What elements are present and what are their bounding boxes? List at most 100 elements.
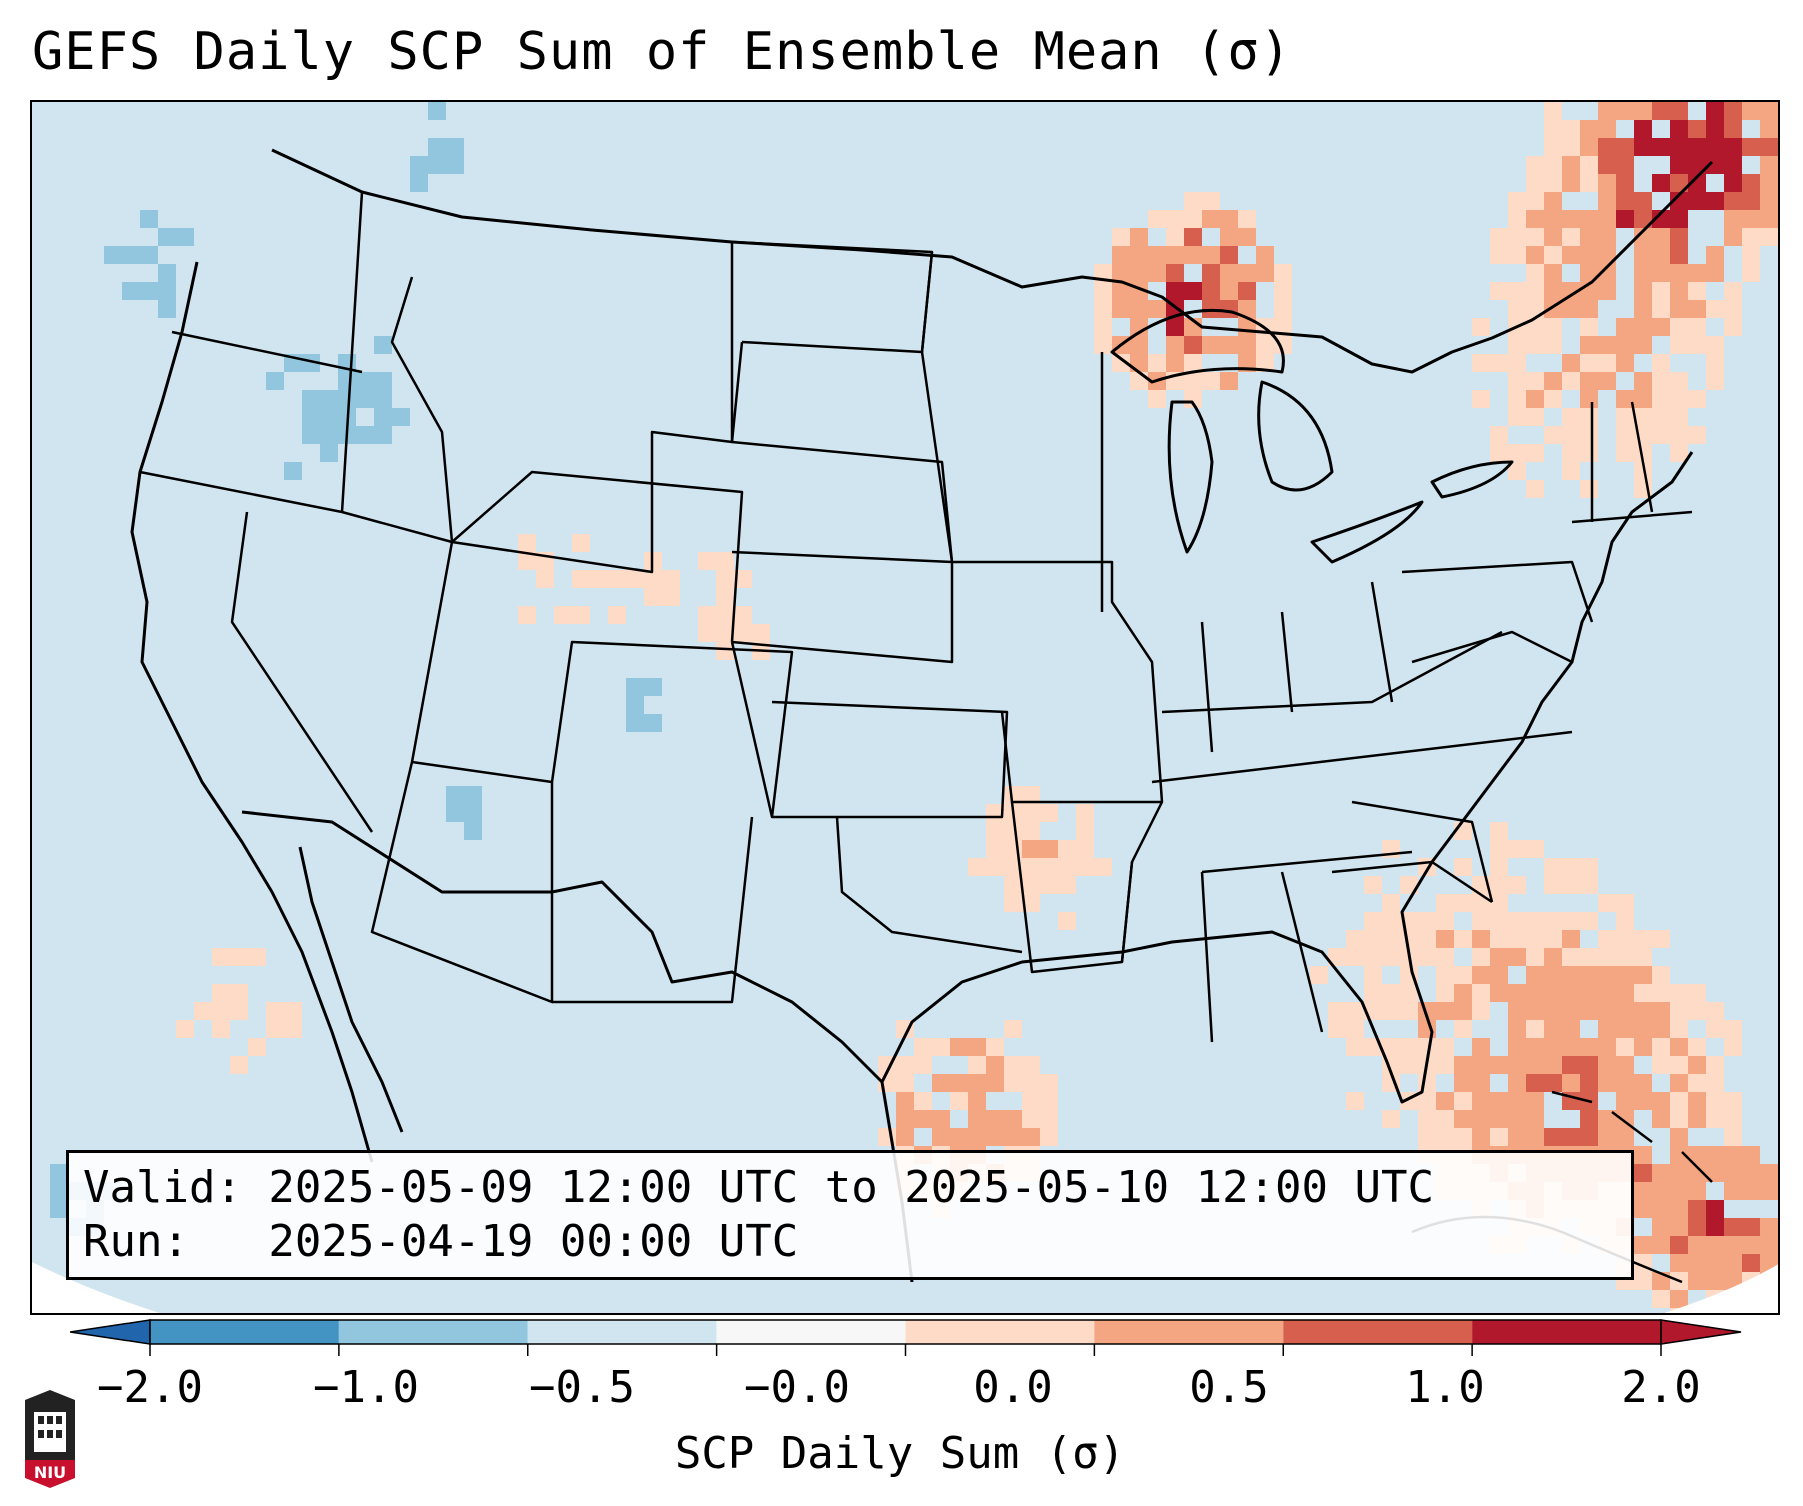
field-cell: [644, 678, 662, 696]
field-cell: [266, 1002, 284, 1020]
field-cell: [1508, 1002, 1526, 1020]
field-cell: [1490, 858, 1508, 876]
field-cell: [1670, 138, 1688, 156]
field-cell: [1652, 372, 1670, 390]
field-cell: [1562, 858, 1580, 876]
field-cell: [1436, 948, 1454, 966]
field-cell: [1652, 1092, 1670, 1110]
field-cell: [194, 1002, 212, 1020]
field-cell: [1688, 1218, 1706, 1236]
field-cell: [1724, 174, 1742, 192]
field-cell: [1706, 1074, 1724, 1092]
field-cell: [1598, 1074, 1616, 1092]
field-cell: [1562, 984, 1580, 1002]
field-cell: [1580, 138, 1598, 156]
field-cell: [1652, 228, 1670, 246]
field-cell: [1724, 282, 1742, 300]
field-cell: [950, 1128, 968, 1146]
field-cell: [1616, 930, 1634, 948]
us-mexico-border: [241, 810, 884, 1084]
field-cell: [1724, 210, 1742, 228]
field-cell: [1238, 300, 1256, 318]
field-cell: [1634, 282, 1652, 300]
field-cell: [1526, 228, 1544, 246]
field-cell: [1562, 966, 1580, 984]
field-cell: [1634, 966, 1652, 984]
field-cell: [1526, 1128, 1544, 1146]
field-cell: [1346, 1020, 1364, 1038]
colorbar-tick-label: 0.0: [973, 1362, 1053, 1413]
field-cell: [1670, 1110, 1688, 1128]
field-cell: [1184, 282, 1202, 300]
field-cell: [1508, 1110, 1526, 1128]
field-cell: [1598, 174, 1616, 192]
field-cell: [1598, 372, 1616, 390]
field-cell: [1634, 300, 1652, 318]
field-cell: [1598, 948, 1616, 966]
field-cell: [1652, 408, 1670, 426]
colorbar-tick-label: −2.0: [97, 1362, 203, 1413]
field-cell: [1706, 1164, 1724, 1182]
lake-ontario: [1430, 460, 1514, 499]
field-cell: [1400, 1038, 1418, 1056]
field-cell: [1508, 408, 1526, 426]
field-cell: [212, 1020, 230, 1038]
field-cell: [1652, 1200, 1670, 1218]
field-cell: [1724, 156, 1742, 174]
field-cell: [1472, 930, 1490, 948]
field-cell: [1490, 822, 1508, 840]
field-cell: [230, 1002, 248, 1020]
field-cell: [50, 1164, 68, 1182]
field-cell: [1346, 948, 1364, 966]
field-cell: [1526, 1056, 1544, 1074]
colorbar-segment: [527, 1320, 717, 1344]
field-cell: [1346, 930, 1364, 948]
field-cell: [1652, 1002, 1670, 1020]
field-cell: [932, 1074, 950, 1092]
field-cell: [1022, 1128, 1040, 1146]
field-cell: [1688, 1038, 1706, 1056]
field-cell: [1382, 1002, 1400, 1020]
field-cell: [1742, 1236, 1760, 1254]
field-cell: [1508, 246, 1526, 264]
field-cell: [1688, 336, 1706, 354]
field-cell: [1526, 282, 1544, 300]
field-cell: [1526, 1074, 1544, 1092]
field-cell: [1652, 282, 1670, 300]
field-cell: [1238, 228, 1256, 246]
field-cell: [1022, 840, 1040, 858]
field-cell: [608, 570, 626, 588]
field-cell: [1634, 930, 1652, 948]
field-cell: [1418, 1128, 1436, 1146]
field-cell: [914, 1110, 932, 1128]
domain-edge-right: [1664, 1264, 1778, 1313]
field-cell: [1670, 984, 1688, 1002]
field-cell: [1562, 408, 1580, 426]
field-cell: [1688, 1110, 1706, 1128]
field-cell: [518, 534, 536, 552]
field-cell: [1724, 138, 1742, 156]
field-cell: [1616, 948, 1634, 966]
field-cell: [1706, 120, 1724, 138]
field-cell: [1544, 1038, 1562, 1056]
field-cell: [1670, 372, 1688, 390]
field-cell: [266, 372, 284, 390]
field-cell: [1436, 1128, 1454, 1146]
field-cell: [1544, 948, 1562, 966]
field-cell: [1778, 192, 1780, 210]
field-cell: [1724, 1164, 1742, 1182]
field-cell: [932, 1128, 950, 1146]
field-cell: [1670, 390, 1688, 408]
field-cell: [1472, 894, 1490, 912]
field-cell: [1508, 282, 1526, 300]
field-cell: [1166, 228, 1184, 246]
field-cell: [1004, 1074, 1022, 1092]
field-cell: [1544, 192, 1562, 210]
field-cell: [1202, 282, 1220, 300]
field-cell: [1616, 1074, 1634, 1092]
field-cell: [752, 624, 770, 642]
map-canvas: [32, 102, 1780, 1313]
field-cell: [1760, 192, 1778, 210]
field-cell: [1418, 1092, 1436, 1110]
field-cell: [626, 714, 644, 732]
